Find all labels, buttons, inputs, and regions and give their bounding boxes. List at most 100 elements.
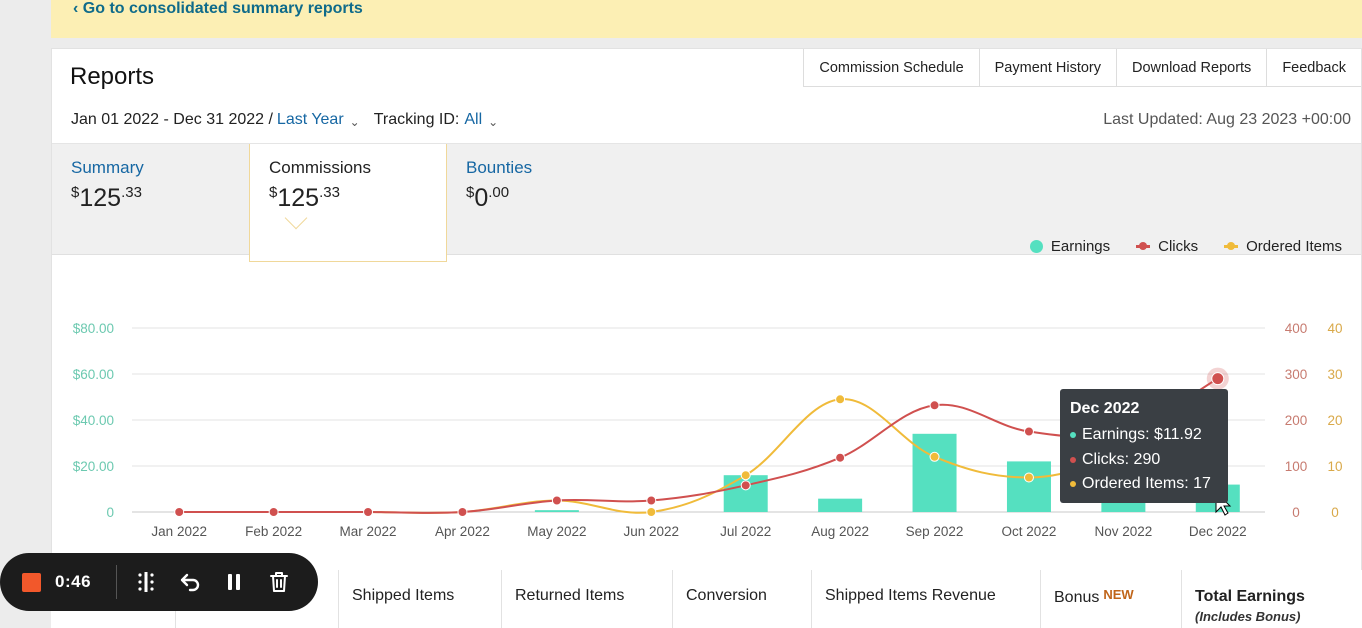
tooltip-row: Ordered Items: 17: [1070, 472, 1218, 497]
y-left-tick-label: 0: [106, 505, 114, 520]
tooltip-row: Clicks: 290: [1070, 448, 1218, 473]
ordered-items-point: [929, 451, 940, 462]
tooltip-title: Dec 2022: [1070, 400, 1140, 417]
y-left-tick-label: $40.00: [73, 413, 114, 428]
y-left-tick-label: $20.00: [73, 459, 114, 474]
clicks-point: [1023, 426, 1034, 437]
y-right-items-tick-label: 0: [1331, 505, 1339, 520]
new-badge: NEW: [1103, 587, 1134, 602]
pause-icon[interactable]: [222, 570, 246, 594]
x-tick-label: Jun 2022: [624, 524, 680, 539]
tracking-label: Tracking ID:: [373, 111, 460, 128]
last-updated: Last Updated: Aug 23 2023 +00:00: [1103, 111, 1351, 128]
page-title: Reports: [70, 63, 155, 90]
x-tick-label: Sep 2022: [906, 524, 964, 539]
chart-tooltip: Dec 2022 Earnings: $11.92 Clicks: 290 Or…: [1060, 389, 1228, 503]
earnings-bar: [818, 498, 863, 512]
earnings-dot-icon: [1029, 240, 1043, 253]
y-right-items-tick-label: 30: [1327, 367, 1342, 382]
reports-card: Reports Commission Schedule Payment Hist…: [51, 48, 1362, 628]
th-returned-items[interactable]: Returned Items: [501, 570, 672, 628]
earnings-bar: [534, 510, 579, 512]
y-right-clicks-tick-label: 200: [1285, 413, 1308, 428]
legend-earnings[interactable]: Earnings: [1029, 238, 1110, 255]
clicks-point: [174, 507, 185, 517]
clicks-point: [363, 507, 374, 517]
table-header-row: Shipped Items Returned Items Conversion …: [0, 570, 1362, 628]
y-right-clicks-tick-label: 100: [1285, 459, 1308, 474]
tab-commissions[interactable]: Commissions $125.33: [249, 144, 447, 262]
grid-dots-icon[interactable]: [134, 570, 158, 594]
x-tick-label: Oct 2022: [1002, 524, 1057, 539]
consolidated-banner: ‹ Go to consolidated summary reports: [51, 0, 1362, 38]
consolidated-reports-link[interactable]: ‹ Go to consolidated summary reports: [73, 0, 363, 17]
x-tick-label: Aug 2022: [811, 524, 869, 539]
y-right-clicks-tick-label: 400: [1285, 321, 1308, 336]
clicks-point: [1211, 372, 1225, 386]
y-left-tick-label: $80.00: [73, 321, 114, 336]
y-right-clicks-tick-label: 0: [1292, 505, 1300, 520]
record-timer: 0:46: [55, 572, 92, 591]
th-total-earnings[interactable]: Total Earnings (Includes Bonus): [1181, 570, 1362, 628]
y-right-items-tick-label: 20: [1327, 413, 1342, 428]
tab-summary[interactable]: Summary $125.33: [52, 144, 250, 256]
clicks-point: [551, 495, 562, 506]
clicks-point: [835, 452, 846, 463]
clicks-point: [740, 480, 751, 491]
nav-commission-schedule[interactable]: Commission Schedule: [803, 49, 979, 87]
legend-ordered-items[interactable]: Ordered Items: [1224, 238, 1342, 255]
top-nav: Commission Schedule Payment History Down…: [803, 49, 1361, 87]
clicks-point: [268, 507, 279, 517]
filters-bar: Jan 01 2022 - Dec 31 2022 / Last Year ⌄ …: [71, 111, 512, 129]
y-right-items-tick-label: 10: [1327, 459, 1342, 474]
x-tick-label: Jan 2022: [151, 524, 207, 539]
tab-label: Commissions: [269, 158, 372, 177]
nav-download-reports[interactable]: Download Reports: [1116, 49, 1267, 87]
ordered-items-point: [1023, 472, 1034, 483]
stop-record-button[interactable]: [22, 573, 41, 592]
x-tick-label: Apr 2022: [435, 524, 490, 539]
tooltip-row: Earnings: $11.92: [1070, 423, 1218, 448]
x-tick-label: Jul 2022: [720, 524, 771, 539]
th-shipped-revenue[interactable]: Shipped Items Revenue: [811, 570, 1040, 628]
x-tick-label: Nov 2022: [1094, 524, 1152, 539]
ordered-items-point: [646, 507, 657, 517]
chevron-down-icon[interactable]: ⌄: [349, 115, 360, 129]
nav-payment-history[interactable]: Payment History: [978, 49, 1117, 87]
tab-bounties[interactable]: Bounties $0.00: [447, 144, 645, 256]
date-range: Jan 01 2022 - Dec 31 2022 /: [71, 111, 273, 128]
x-tick-label: May 2022: [527, 524, 586, 539]
y-right-items-tick-label: 40: [1327, 321, 1342, 336]
y-right-clicks-tick-label: 300: [1285, 367, 1308, 382]
y-left-tick-label: $60.00: [73, 367, 114, 382]
tab-label: Summary: [71, 158, 144, 177]
tab-label: Bounties: [466, 158, 533, 177]
earnings-bar: [912, 433, 957, 512]
chart-legend: Earnings Clicks Ordered Items: [1004, 238, 1342, 255]
th-shipped-items[interactable]: Shipped Items: [338, 570, 501, 628]
ordered-items-point: [740, 470, 751, 481]
x-tick-label: Feb 2022: [245, 524, 302, 539]
clicks-point: [646, 495, 657, 506]
undo-icon[interactable]: [178, 570, 202, 594]
th-bonus[interactable]: Bonus NEW: [1040, 570, 1181, 628]
summary-tabs: Summary $125.33 Commissions $125.33 Boun…: [52, 143, 1361, 262]
tracking-dropdown[interactable]: All: [464, 111, 483, 128]
legend-clicks[interactable]: Clicks: [1136, 238, 1198, 255]
tab-value: $0.00: [466, 184, 510, 212]
earnings-bar: [1006, 461, 1051, 512]
trash-icon[interactable]: [267, 570, 291, 594]
x-tick-label: Mar 2022: [340, 524, 397, 539]
clicks-point: [457, 507, 468, 517]
chevron-down-icon[interactable]: ⌄: [488, 115, 499, 129]
th-conversion[interactable]: Conversion: [672, 570, 811, 628]
clicks-line: [179, 377, 1219, 514]
tab-value: $125.33: [71, 184, 142, 212]
ordered-items-line-icon: [1224, 242, 1239, 250]
period-dropdown[interactable]: Last Year: [276, 111, 344, 128]
screen-recorder-bar: 0:46: [0, 553, 318, 611]
x-tick-label: Dec 2022: [1189, 524, 1247, 539]
tab-value: $125.33: [269, 184, 340, 212]
nav-feedback[interactable]: Feedback: [1266, 49, 1361, 87]
